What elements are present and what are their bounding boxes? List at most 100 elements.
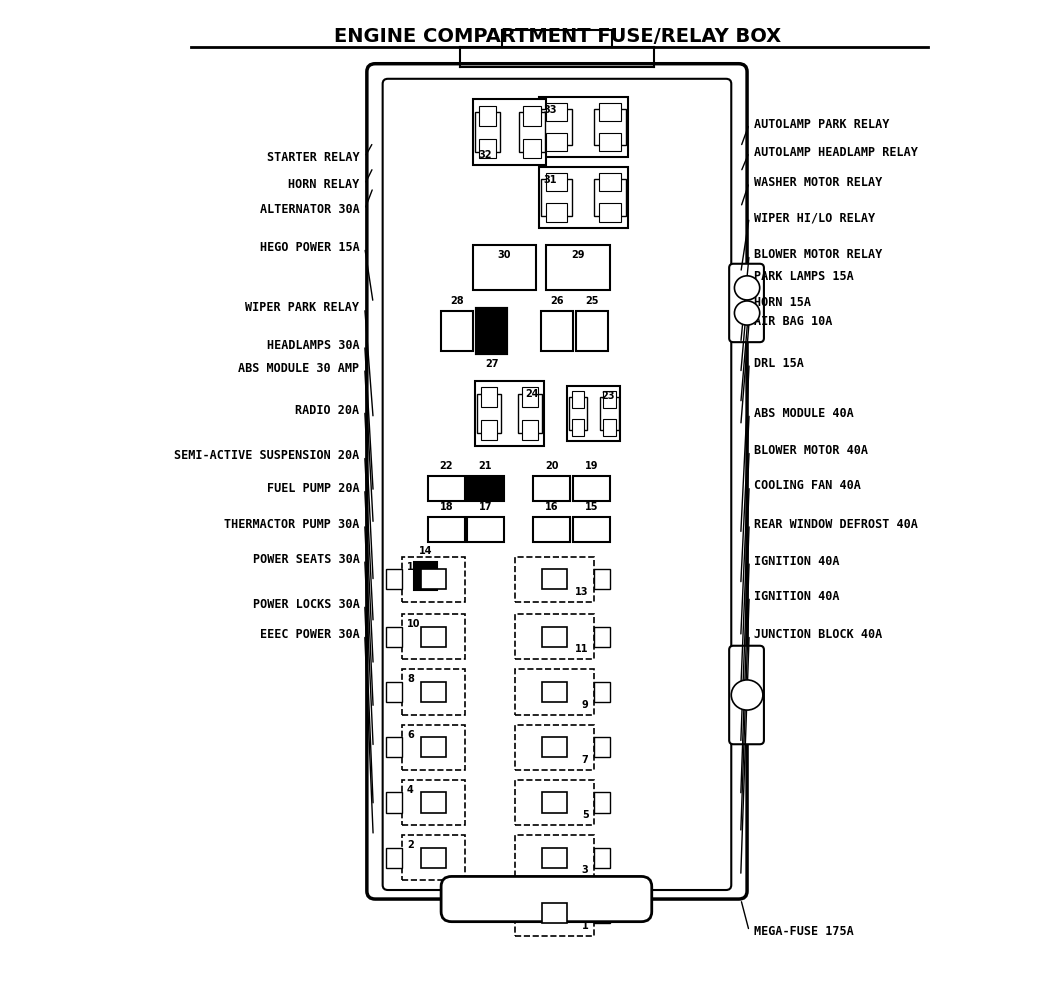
- Bar: [480, 387, 497, 407]
- Bar: [600, 103, 621, 121]
- Bar: [600, 133, 621, 151]
- Bar: [477, 394, 501, 433]
- Bar: [541, 109, 572, 145]
- FancyBboxPatch shape: [729, 264, 763, 342]
- Text: 12: 12: [407, 561, 420, 572]
- Text: 7: 7: [582, 755, 588, 765]
- Bar: [414, 562, 437, 591]
- Text: AUTOLAMP PARK RELAY: AUTOLAMP PARK RELAY: [754, 118, 890, 130]
- Bar: [518, 394, 542, 433]
- Bar: [467, 477, 504, 502]
- Bar: [401, 836, 465, 880]
- Text: 32: 32: [478, 150, 491, 159]
- Bar: [515, 890, 593, 935]
- Bar: [428, 477, 465, 502]
- Bar: [593, 627, 609, 647]
- Bar: [420, 792, 446, 812]
- FancyBboxPatch shape: [441, 876, 652, 921]
- Bar: [533, 477, 570, 502]
- Bar: [385, 848, 401, 868]
- Text: AIR BAG 10A: AIR BAG 10A: [754, 314, 833, 328]
- Text: WIPER HI/LO RELAY: WIPER HI/LO RELAY: [754, 211, 875, 224]
- Bar: [546, 204, 567, 222]
- Bar: [541, 311, 572, 351]
- Bar: [601, 397, 619, 430]
- Text: 15: 15: [585, 502, 599, 511]
- Text: 27: 27: [485, 359, 498, 369]
- Bar: [420, 848, 446, 868]
- Bar: [539, 167, 628, 228]
- Bar: [546, 173, 567, 192]
- Bar: [515, 556, 593, 602]
- Text: DRL 15A: DRL 15A: [754, 357, 805, 370]
- Bar: [385, 627, 401, 647]
- Bar: [571, 391, 584, 408]
- Text: ENGINE COMPARTMENT FUSE/RELAY BOX: ENGINE COMPARTMENT FUSE/RELAY BOX: [334, 27, 781, 46]
- Bar: [571, 419, 584, 435]
- Bar: [473, 100, 546, 164]
- Text: THERMACTOR PUMP 30A: THERMACTOR PUMP 30A: [224, 517, 359, 530]
- Bar: [467, 516, 504, 541]
- Bar: [473, 245, 535, 290]
- Bar: [593, 792, 609, 812]
- Bar: [546, 133, 567, 151]
- Bar: [441, 311, 473, 351]
- Bar: [515, 780, 593, 826]
- Text: JUNCTION BLOCK 40A: JUNCTION BLOCK 40A: [754, 628, 883, 641]
- Bar: [518, 113, 545, 151]
- Bar: [515, 614, 593, 659]
- Bar: [569, 397, 587, 430]
- Text: POWER LOCKS 30A: POWER LOCKS 30A: [252, 598, 359, 611]
- Bar: [567, 386, 620, 442]
- Text: WIPER PARK RELAY: WIPER PARK RELAY: [245, 301, 359, 314]
- Bar: [474, 113, 501, 151]
- Text: 11: 11: [576, 644, 588, 654]
- Text: 25: 25: [585, 296, 599, 306]
- Bar: [476, 308, 508, 354]
- Text: BLOWER MOTOR 40A: BLOWER MOTOR 40A: [754, 445, 868, 458]
- Text: EEEC POWER 30A: EEEC POWER 30A: [260, 628, 359, 641]
- Text: 10: 10: [407, 619, 420, 629]
- Text: IGNITION 40A: IGNITION 40A: [754, 590, 840, 603]
- Bar: [515, 836, 593, 880]
- Text: 31: 31: [544, 175, 558, 185]
- Text: PARK LAMPS 15A: PARK LAMPS 15A: [754, 270, 854, 283]
- Bar: [542, 737, 567, 757]
- Bar: [478, 106, 496, 126]
- Bar: [475, 381, 544, 447]
- FancyBboxPatch shape: [729, 646, 763, 744]
- Text: 23: 23: [601, 391, 615, 401]
- Bar: [593, 737, 609, 757]
- Text: WASHER MOTOR RELAY: WASHER MOTOR RELAY: [754, 175, 883, 188]
- Bar: [542, 570, 567, 590]
- Bar: [600, 173, 621, 192]
- Bar: [401, 614, 465, 659]
- Circle shape: [734, 276, 759, 300]
- Text: POWER SEATS 30A: POWER SEATS 30A: [252, 552, 359, 565]
- Circle shape: [731, 680, 762, 710]
- Text: ALTERNATOR 30A: ALTERNATOR 30A: [260, 203, 359, 216]
- Bar: [385, 792, 401, 812]
- Bar: [480, 420, 497, 439]
- Bar: [478, 139, 496, 158]
- Text: 1: 1: [582, 920, 588, 930]
- Bar: [593, 848, 609, 868]
- Text: 22: 22: [439, 462, 453, 472]
- Bar: [603, 391, 616, 408]
- Text: 28: 28: [450, 296, 464, 306]
- Text: 16: 16: [545, 502, 559, 511]
- Text: 3: 3: [582, 866, 588, 875]
- Bar: [401, 725, 465, 770]
- Bar: [603, 419, 616, 435]
- Text: 5: 5: [582, 810, 588, 821]
- Text: BLOWER MOTOR RELAY: BLOWER MOTOR RELAY: [754, 248, 883, 261]
- Text: 4: 4: [407, 785, 414, 795]
- Bar: [533, 516, 570, 541]
- Text: AUTOLAMP HEADLAMP RELAY: AUTOLAMP HEADLAMP RELAY: [754, 146, 919, 158]
- Text: HORN RELAY: HORN RELAY: [288, 177, 359, 191]
- Bar: [420, 627, 446, 647]
- Bar: [573, 516, 610, 541]
- Text: 18: 18: [439, 502, 453, 511]
- Text: 8: 8: [407, 674, 414, 684]
- Bar: [595, 179, 626, 216]
